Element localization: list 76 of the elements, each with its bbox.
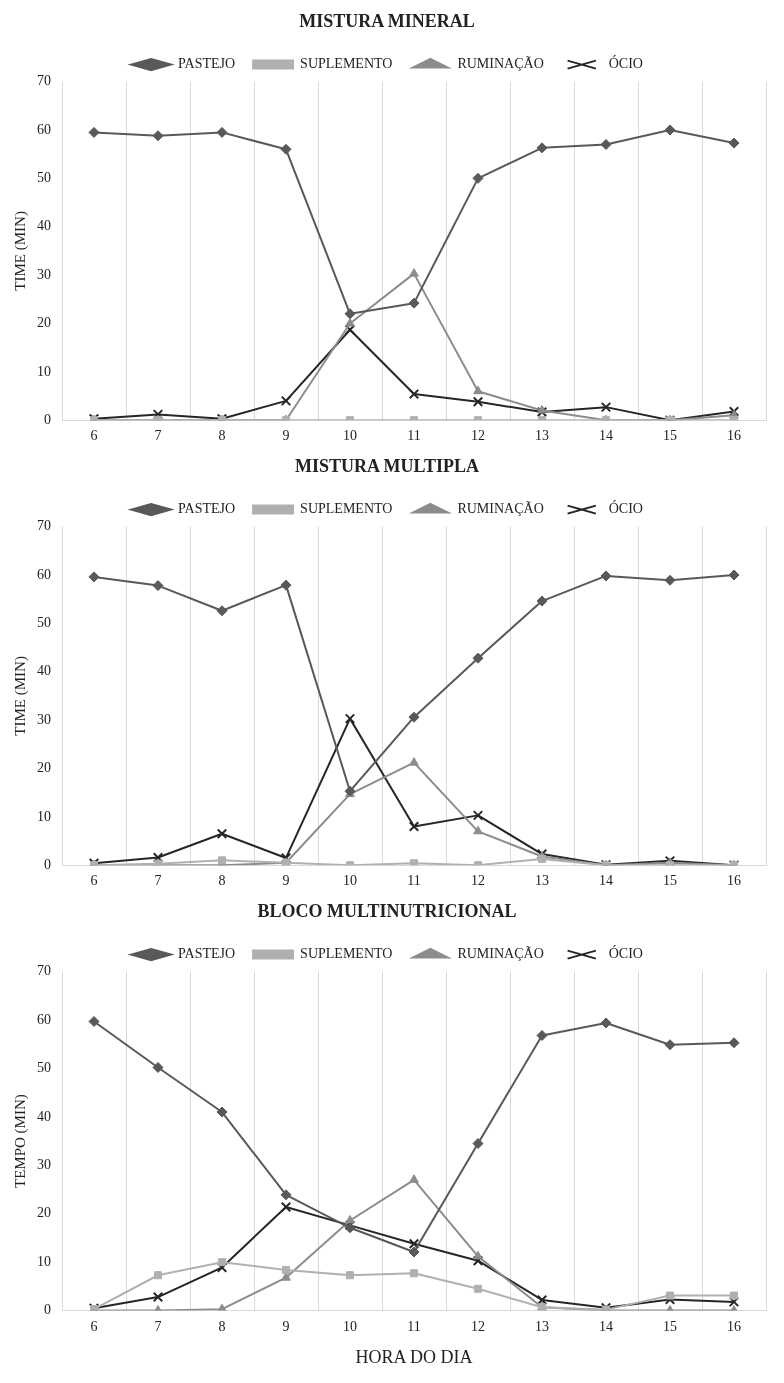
legend-label: RUMINAÇÃO (457, 946, 544, 962)
legend-label: ÓCIO (608, 500, 643, 517)
y-tick-label: 0 (44, 1302, 51, 1318)
y-tick-label: 10 (37, 1253, 51, 1269)
x-tick-label: 14 (599, 1318, 613, 1334)
y-tick-label: 50 (37, 170, 51, 186)
y-tick-label: 30 (37, 1156, 51, 1172)
x-tick-label: 6 (90, 428, 98, 444)
x-tick-label: 11 (407, 428, 421, 444)
y-tick-label: 60 (37, 121, 51, 137)
x-tick-label: 15 (663, 1318, 677, 1334)
x-tick-label: 13 (535, 1318, 549, 1334)
y-tick-label: 60 (37, 1011, 51, 1027)
chart-title: MISTURA MINERAL (299, 11, 475, 32)
y-tick-label: 50 (37, 1060, 51, 1076)
y-tick-label: 0 (44, 856, 51, 872)
legend-label: ÓCIO (608, 55, 643, 72)
x-tick-label: 12 (471, 1318, 485, 1334)
y-tick-label: 50 (37, 615, 51, 631)
x-tick-label: 9 (282, 1318, 290, 1334)
x-tick-label: 14 (599, 428, 613, 444)
x-tick-label: 15 (663, 873, 677, 889)
y-tick-label: 20 (37, 760, 51, 776)
y-tick-label: 40 (37, 663, 51, 679)
x-tick-label: 16 (727, 873, 741, 889)
legend-label: RUMINAÇÃO (457, 56, 544, 72)
y-tick-label: 20 (37, 315, 51, 331)
y-axis-title: TIME (MIN) (11, 211, 29, 291)
x-tick-label: 9 (282, 873, 290, 889)
chart-title: MISTURA MULTIPLA (295, 456, 479, 477)
y-tick-label: 70 (37, 73, 51, 89)
chart-title: BLOCO MULTINUTRICIONAL (257, 901, 517, 922)
legend-label: PASTEJO (178, 946, 236, 962)
x-tick-label: 8 (218, 428, 226, 444)
legend-label: SUPLEMENTO (300, 946, 393, 962)
y-tick-label: 40 (37, 218, 51, 234)
legend-label: RUMINAÇÃO (457, 501, 544, 517)
x-axis-title: HORA DO DIA (355, 1346, 473, 1367)
y-tick-label: 10 (37, 808, 51, 824)
legend-label: PASTEJO (178, 501, 236, 517)
x-tick-label: 7 (154, 1318, 162, 1334)
x-tick-label: 7 (154, 428, 162, 444)
y-tick-label: 70 (37, 963, 51, 979)
x-tick-label: 6 (90, 1318, 98, 1334)
x-tick-label: 16 (727, 1318, 741, 1334)
x-tick-label: 13 (535, 428, 549, 444)
x-tick-label: 8 (218, 873, 226, 889)
x-tick-label: 8 (218, 1318, 226, 1334)
x-tick-label: 10 (343, 428, 357, 444)
y-tick-label: 30 (37, 711, 51, 727)
x-tick-label: 6 (90, 873, 98, 889)
y-axis-title: TEMPO (MIN) (11, 1094, 29, 1188)
y-axis-title: TIME (MIN) (11, 656, 29, 736)
y-tick-label: 20 (37, 1205, 51, 1221)
legend-label: SUPLEMENTO (300, 501, 393, 517)
y-tick-label: 0 (44, 411, 51, 427)
x-tick-label: 11 (407, 873, 421, 889)
legend-label: ÓCIO (608, 945, 643, 962)
y-tick-label: 40 (37, 1108, 51, 1124)
legend-label: SUPLEMENTO (300, 56, 393, 72)
x-tick-label: 14 (599, 873, 613, 889)
y-tick-label: 10 (37, 363, 51, 379)
legend-label: PASTEJO (178, 56, 236, 72)
x-tick-label: 9 (282, 428, 290, 444)
x-tick-label: 12 (471, 428, 485, 444)
x-tick-label: 11 (407, 1318, 421, 1334)
x-tick-label: 13 (535, 873, 549, 889)
x-tick-label: 12 (471, 873, 485, 889)
x-tick-label: 15 (663, 428, 677, 444)
x-tick-label: 10 (343, 873, 357, 889)
y-tick-label: 30 (37, 266, 51, 282)
x-tick-label: 10 (343, 1318, 357, 1334)
x-tick-label: 7 (154, 873, 162, 889)
y-tick-label: 60 (37, 566, 51, 582)
y-tick-label: 70 (37, 518, 51, 534)
x-tick-label: 16 (727, 428, 741, 444)
